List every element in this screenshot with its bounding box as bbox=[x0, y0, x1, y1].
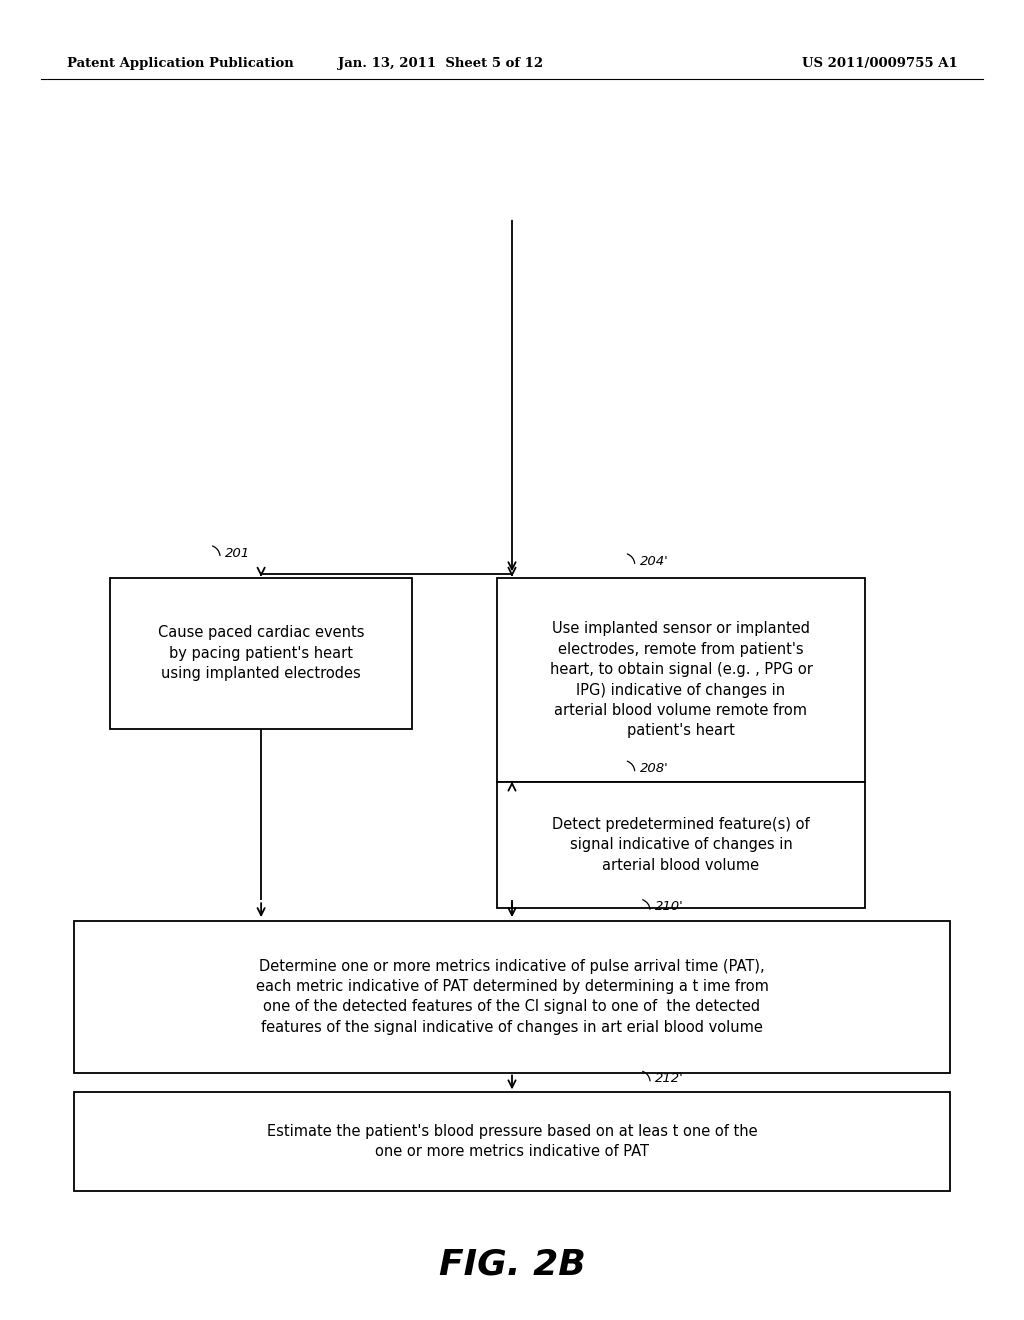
Text: 210': 210' bbox=[655, 900, 684, 913]
Text: FIG. 2B: FIG. 2B bbox=[438, 1247, 586, 1282]
Text: 212': 212' bbox=[655, 1072, 684, 1085]
Text: Cause paced cardiac events
by pacing patient's heart
using implanted electrodes: Cause paced cardiac events by pacing pat… bbox=[158, 626, 365, 681]
Bar bbox=[111, 578, 412, 729]
Bar bbox=[75, 921, 950, 1072]
Bar bbox=[497, 781, 865, 908]
Text: Use implanted sensor or implanted
electrodes, remote from patient's
heart, to ob: Use implanted sensor or implanted electr… bbox=[550, 622, 812, 738]
Text: 201: 201 bbox=[225, 546, 251, 560]
Text: Jan. 13, 2011  Sheet 5 of 12: Jan. 13, 2011 Sheet 5 of 12 bbox=[338, 57, 543, 70]
Text: Determine one or more metrics indicative of pulse arrival time (PAT),
each metri: Determine one or more metrics indicative… bbox=[256, 958, 768, 1035]
Text: 208': 208' bbox=[640, 762, 669, 775]
Text: Estimate the patient's blood pressure based on at leas t one of the
one or more : Estimate the patient's blood pressure ba… bbox=[266, 1125, 758, 1159]
Bar bbox=[75, 1093, 950, 1191]
Bar bbox=[497, 578, 865, 781]
Text: 204': 204' bbox=[640, 554, 669, 568]
Text: US 2011/0009755 A1: US 2011/0009755 A1 bbox=[802, 57, 957, 70]
Text: Detect predetermined feature(s) of
signal indicative of changes in
arterial bloo: Detect predetermined feature(s) of signa… bbox=[552, 817, 810, 873]
Text: Patent Application Publication: Patent Application Publication bbox=[67, 57, 293, 70]
